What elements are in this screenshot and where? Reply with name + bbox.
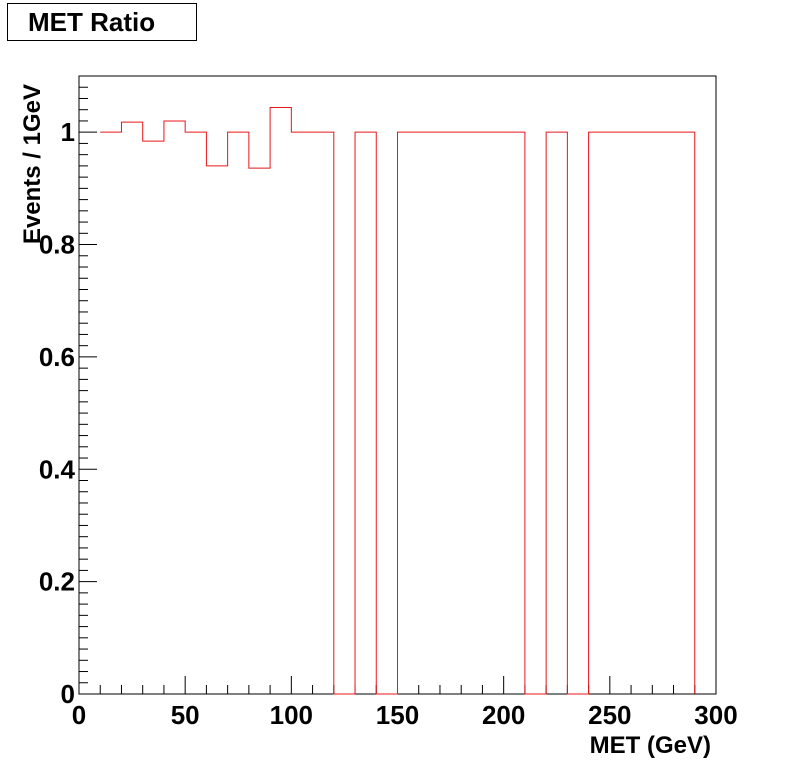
- x-tick-label: 0: [72, 700, 86, 730]
- histogram-bin-280-290: [674, 132, 695, 694]
- x-tick-label: 150: [376, 700, 419, 730]
- histogram-bin-270-280: [652, 132, 673, 694]
- histogram-bin-30-40: [143, 141, 164, 694]
- tick-labels: 0 50 100 150 200 250 300 0 0.2 0.4 0.6 0.8 1: [39, 117, 738, 730]
- histogram-bin-220-230: [546, 132, 567, 694]
- histogram-bin-240-250: [589, 132, 610, 694]
- y-tick-label: 1: [61, 117, 75, 147]
- histogram-bin-260-270: [631, 132, 652, 694]
- x-tick-label: 100: [270, 700, 313, 730]
- histogram-bin-70-80: [228, 132, 249, 694]
- histogram-series: [100, 106, 696, 695]
- x-tick-label: 250: [588, 700, 631, 730]
- y-tick-label: 0.4: [39, 454, 76, 484]
- x-tick-label: 200: [482, 700, 525, 730]
- histogram-bin-130-140: [355, 132, 376, 694]
- histogram-bin-250-260: [610, 132, 631, 694]
- histogram-bin-190-200: [482, 132, 503, 694]
- y-tick-label: 0.2: [39, 567, 75, 597]
- y-tick-label: 0: [61, 679, 75, 709]
- x-axis-title: MET (GeV): [590, 732, 711, 759]
- chart-title-text: MET Ratio: [28, 6, 156, 37]
- y-tick-label: 0.6: [39, 342, 75, 372]
- histogram-bin-150-160: [398, 132, 419, 694]
- histogram-bin-40-50: [164, 121, 185, 694]
- histogram-bin-50-60: [185, 132, 206, 694]
- histogram-bin-80-90: [249, 168, 270, 694]
- y-axis-title: Events / 1GeV: [19, 84, 46, 244]
- histogram-bin-10-20: [100, 132, 121, 694]
- histogram-bin-20-30: [121, 122, 142, 694]
- x-tick-label: 300: [694, 700, 737, 730]
- histogram-bin-170-180: [440, 132, 461, 694]
- histogram-bin-110-120: [313, 132, 334, 694]
- chart-title: MET Ratio: [7, 3, 197, 41]
- histogram-bin-200-210: [504, 132, 525, 694]
- histogram-bin-60-70: [206, 166, 227, 694]
- x-tick-label: 50: [171, 700, 200, 730]
- y-tick-label: 0.8: [39, 230, 75, 260]
- histogram-bin-100-110: [291, 132, 312, 694]
- histogram-bin-90-100: [270, 107, 291, 694]
- histogram-bin-160-170: [419, 132, 440, 694]
- histogram-step-line: [100, 106, 696, 695]
- histogram-bin-180-190: [461, 132, 482, 694]
